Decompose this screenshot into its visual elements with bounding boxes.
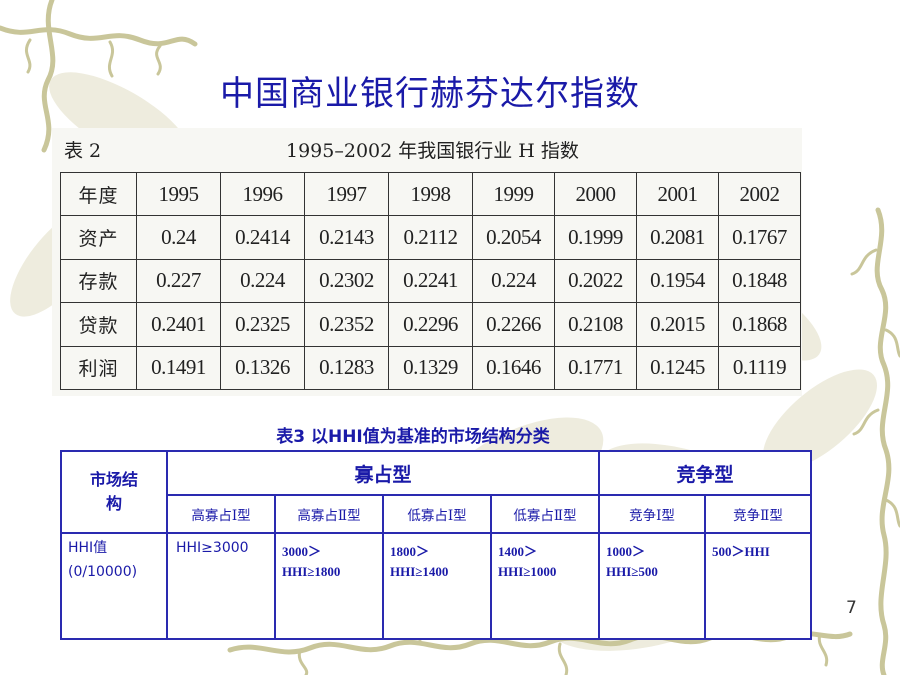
table2-header-cell: 1996 (220, 171, 305, 217)
table3-row-label-line1: HHI值 (68, 540, 108, 556)
table2-row-label: 贷款 (60, 302, 137, 347)
table3-value-line1: 1000＞ (606, 544, 646, 559)
table3-value-line2: HHI≥1000 (498, 564, 557, 579)
table2-cell: 0.2054 (472, 215, 555, 260)
table2-caption: 表 2 1995–2002 年我国银行业 H 指数 (52, 128, 802, 168)
table3-subtype-cell: 高寡占Ⅱ型 (274, 494, 384, 534)
table2-cell: 0.1329 (388, 345, 473, 391)
table2-cell: 0.1491 (136, 345, 221, 391)
table2-cell: 0.2414 (220, 215, 305, 260)
table3-subtype-cell: 低寡占Ⅰ型 (382, 494, 492, 534)
table2-cell: 0.1771 (554, 345, 637, 391)
table3-value-line1: 1400＞ (498, 544, 538, 559)
table2-cell: 0.1646 (472, 345, 555, 391)
table2-cell: 0.2325 (220, 302, 305, 347)
table2-row: 利润 0.1491 0.1326 0.1283 0.1329 0.1646 0.… (60, 345, 801, 391)
table2-cell: 0.2015 (636, 302, 719, 347)
table2-row: 资产 0.24 0.2414 0.2143 0.2112 0.2054 0.19… (60, 215, 801, 260)
table2-cell: 0.1868 (718, 302, 801, 347)
table2-row-label: 利润 (60, 345, 137, 391)
table3-value-row: HHI值 (0/10000) HHI≥3000 3000＞ HHI≥1800 1… (60, 532, 813, 640)
table3-subtype-cell: 竞争Ⅱ型 (704, 494, 813, 534)
table2-header-cell: 年度 (60, 171, 137, 217)
page-number: 7 (846, 598, 857, 618)
vine-right (874, 207, 892, 675)
table2-row: 贷款 0.2401 0.2325 0.2352 0.2296 0.2266 0.… (60, 302, 801, 347)
table3-value-line2: HHI≥500 (606, 564, 658, 579)
table3: 市场结 构 寡占型 竞争型 高寡占Ⅰ型 高寡占Ⅱ型 低寡占Ⅰ型 低寡占Ⅱ型 竞争… (60, 450, 813, 640)
table3-corner-line2: 构 (105, 494, 122, 513)
table3-row-label-line2: (0/10000) (68, 564, 138, 580)
table3-value-line1: 3000＞ (282, 544, 322, 559)
table2-cell: 0.2022 (554, 258, 637, 304)
table3-subtype-cell: 低寡占Ⅱ型 (489, 494, 601, 534)
table3-subtype-row: 高寡占Ⅰ型 高寡占Ⅱ型 低寡占Ⅰ型 低寡占Ⅱ型 竞争Ⅰ型 竞争Ⅱ型 (61, 494, 813, 534)
table3-group-competitive: 竞争型 (598, 450, 813, 496)
table3-value-line2: HHI≥1400 (390, 564, 449, 579)
table2-caption-text: 1995–2002 年我国银行业 H 指数 (286, 140, 579, 162)
table2-cell: 0.224 (220, 258, 305, 304)
table3-subtype-cell: 竞争Ⅰ型 (598, 494, 707, 534)
table3-value-line2: HHI≥1800 (282, 564, 341, 579)
table3-corner-cell: 市场结 构 (60, 450, 168, 534)
table2-row-label: 存款 (60, 258, 137, 304)
table2-number: 表 2 (64, 140, 102, 162)
table3-corner-line1: 市场结 (89, 470, 138, 489)
table2-cell: 0.2241 (388, 258, 473, 304)
table2-cell: 0.2401 (136, 302, 221, 347)
vine-left (41, 0, 56, 153)
table3-caption: 表3 以HHI值为基准的市场结构分类 (276, 427, 550, 447)
table3-value-line1: 500＞HHI (712, 544, 770, 559)
table2-cell: 0.2143 (304, 215, 389, 260)
table3-value-cell: 500＞HHI (704, 532, 813, 640)
table3-value-cell: HHI≥3000 (166, 532, 276, 640)
table2-cell: 0.24 (136, 215, 221, 260)
table2-header-cell: 1997 (304, 171, 389, 217)
table3-row-label: HHI值 (0/10000) (60, 532, 168, 640)
table2-cell: 0.1283 (304, 345, 389, 391)
table3-group-oligopoly: 寡占型 (165, 450, 601, 496)
table2-row-label: 资产 (60, 215, 137, 260)
table2-cell: 0.2112 (388, 215, 473, 260)
table3-group-row: 市场结 构 寡占型 竞争型 (60, 450, 813, 534)
table2-cell: 0.2296 (388, 302, 473, 347)
table2-cell: 0.1326 (220, 345, 305, 391)
table2-cell: 0.2266 (472, 302, 555, 347)
table2-cell: 0.224 (472, 258, 555, 304)
table2-cell: 0.1767 (718, 215, 801, 260)
table2-cell: 0.2081 (636, 215, 719, 260)
table3-value-cell: 1400＞ HHI≥1000 (489, 532, 601, 640)
table2: 年度 1995 1996 1997 1998 1999 2000 2001 20… (60, 171, 801, 391)
table3-value-line1: 1800＞ (390, 544, 430, 559)
table3-value-cell: 3000＞ HHI≥1800 (274, 532, 384, 640)
table2-cell: 0.227 (136, 258, 221, 304)
table2-cell: 0.1848 (718, 258, 801, 304)
table2-cell: 0.2302 (304, 258, 389, 304)
table2-header-cell: 1998 (388, 171, 473, 217)
table2-row: 存款 0.227 0.224 0.2302 0.2241 0.224 0.202… (60, 258, 801, 304)
table2-header-cell: 2002 (718, 171, 801, 217)
table2-header-row: 年度 1995 1996 1997 1998 1999 2000 2001 20… (60, 171, 801, 217)
table3-value-cell: 1800＞ HHI≥1400 (382, 532, 492, 640)
table2-cell: 0.2108 (554, 302, 637, 347)
table2-cell: 0.2352 (304, 302, 389, 347)
table2-header-cell: 2001 (636, 171, 719, 217)
table3-subtype-cell: 高寡占Ⅰ型 (166, 494, 276, 534)
table2-panel: 表 2 1995–2002 年我国银行业 H 指数 年度 1995 1996 1… (52, 128, 802, 396)
table2-header-cell: 1995 (136, 171, 221, 217)
table2-header-cell: 1999 (472, 171, 555, 217)
slide-title: 中国商业银行赫芬达尔指数 (220, 74, 640, 114)
table2-cell: 0.1245 (636, 345, 719, 391)
table2-cell: 0.1999 (554, 215, 637, 260)
table3-value-cell: 1000＞ HHI≥500 (598, 532, 707, 640)
table2-cell: 0.1119 (718, 345, 801, 391)
vine-top (0, 25, 198, 47)
table2-header-cell: 2000 (554, 171, 637, 217)
table3-value-line1: HHI≥3000 (176, 540, 249, 556)
table2-cell: 0.1954 (636, 258, 719, 304)
